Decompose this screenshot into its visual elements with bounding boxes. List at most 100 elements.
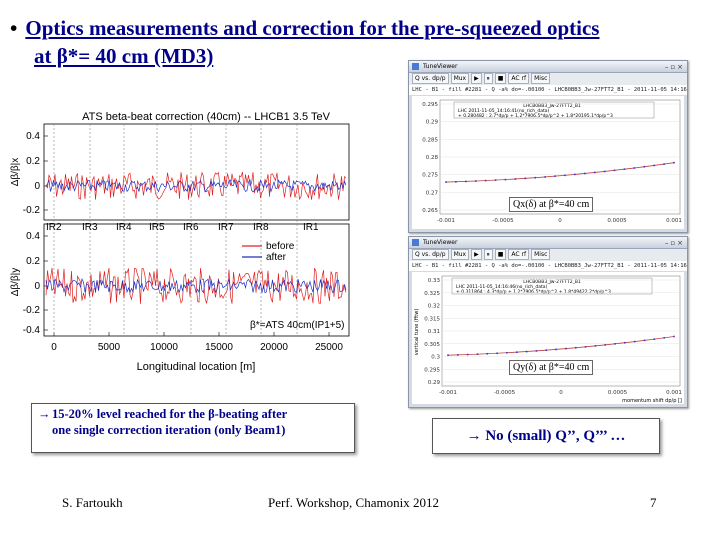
tune-x-point xyxy=(465,180,467,183)
bullet-right-text: No (small) Q’’, Q’’’ … xyxy=(485,428,626,444)
legend-after: after xyxy=(266,252,287,263)
tune-y-point xyxy=(614,343,616,345)
toolbar-mode-button[interactable]: Q vs. dp/p xyxy=(412,73,449,84)
tune-x-point xyxy=(593,171,596,174)
tune-x-point xyxy=(574,173,576,176)
window-controls-icon[interactable]: –▫× xyxy=(664,239,685,247)
tune-x-point xyxy=(583,172,586,175)
slide-title: • Optics measurements and correction for … xyxy=(10,14,710,70)
tune-x-point xyxy=(554,175,556,177)
tune-y-point xyxy=(506,351,508,354)
bullet-box-right: → No (small) Q’’, Q’’’ … xyxy=(432,418,660,454)
tune-y-ytick-label: 0.33 xyxy=(428,278,441,284)
tune-y-xtick-label: 0.0005 xyxy=(608,390,628,396)
window-y-titlebar[interactable]: TuneViewer –▫× xyxy=(409,237,687,249)
tune-y-point xyxy=(535,350,538,352)
ir-label: IR8 xyxy=(253,222,269,233)
tune-y-point xyxy=(565,347,567,350)
ylabel-top: Δβ/β|x xyxy=(10,158,21,187)
toolbar-misc-button[interactable]: Misc xyxy=(531,249,551,260)
tune-y-point xyxy=(447,354,449,356)
tune-x-svg: LHCB0BB3_Jw-27FTT2_B1 LHC 2011-11-05_14:… xyxy=(422,99,682,224)
tune-y-point xyxy=(643,339,646,342)
tune-y-xtick-label: -0.0005 xyxy=(494,390,516,396)
window-x-infobar: LHC - B1 - fill #2281 - Q -a% do=-.00100… xyxy=(409,85,687,95)
toolbar-acrf-button[interactable]: AC rf xyxy=(508,73,530,84)
pause-icon[interactable]: ⏸ xyxy=(483,73,493,84)
tune-x-ytick-label: 0.28 xyxy=(426,155,439,161)
pause-icon[interactable]: ⏸ xyxy=(483,249,493,260)
toolbar-mode-button[interactable]: Q vs. dp/p xyxy=(412,249,449,260)
window-x-titlebar[interactable]: TuneViewer –▫× xyxy=(409,61,687,73)
tune-y-point xyxy=(653,338,656,340)
tune-x-ytick-label: 0.285 xyxy=(422,137,438,143)
top-after-trace xyxy=(45,178,347,193)
tune-y-ytick-label: 0.3 xyxy=(431,355,440,361)
tuneviewer-window-x: TuneViewer –▫× Q vs. dp/p Mux ▶ ⏸ ■ AC rf Misc… xyxy=(408,60,688,233)
toolbar-mux-button[interactable]: Mux xyxy=(450,249,470,260)
footer-page: 7 xyxy=(650,495,657,510)
tune-y-point xyxy=(633,340,636,343)
stop-icon[interactable]: ■ xyxy=(494,249,507,260)
tune-y-point xyxy=(673,335,675,338)
arrow-icon: → xyxy=(38,407,51,421)
arrow-icon: → xyxy=(466,428,482,444)
tune-x-point xyxy=(484,179,487,182)
window-y-title: TuneViewer xyxy=(423,239,458,246)
window-y-infobar: LHC - B1 - fill #2281 - Q -a% do=-.00100… xyxy=(409,261,687,271)
xtick-label: 10000 xyxy=(150,342,178,353)
bottom-after-trace xyxy=(45,277,347,294)
tune-x-legend xyxy=(453,101,655,119)
tune-x-point xyxy=(623,168,626,170)
tune-x-ytick-label: 0.295 xyxy=(422,102,438,108)
toolbar-mux-button[interactable]: Mux xyxy=(450,73,470,84)
bullet-left-line2: one single correction iteration (only Be… xyxy=(52,423,286,437)
window-y-toolbar: Q vs. dp/p Mux ▶ ⏸ ■ AC rf Misc xyxy=(409,249,687,261)
toolbar-misc-button[interactable]: Misc xyxy=(531,73,551,84)
stop-icon[interactable]: ■ xyxy=(494,73,507,84)
tune-x-ytick-label: 0.275 xyxy=(422,173,438,179)
top-ytick-label: 0.4 xyxy=(26,131,40,142)
tune-y-point xyxy=(515,351,518,353)
tune-y-point xyxy=(663,337,665,339)
bottom-panel-frame xyxy=(43,223,350,337)
ir-label: IR1 xyxy=(303,222,319,233)
tune-y-ytick-label: 0.305 xyxy=(424,342,440,348)
bottom-ytick-label: -0.2 xyxy=(23,305,41,316)
tune-x-ytick-label: 0.29 xyxy=(426,120,439,126)
tune-y-point xyxy=(584,346,587,348)
tune-y-point xyxy=(476,353,479,356)
title-line1: Optics measurements and correction for t… xyxy=(25,16,600,40)
tune-x-caption: Qx(δ) at β*=40 cm xyxy=(509,197,594,212)
tune-x-point xyxy=(534,176,537,179)
tune-x-point xyxy=(494,179,497,181)
play-icon[interactable]: ▶ xyxy=(471,249,482,260)
tune-y-ytick-label: 0.31 xyxy=(428,329,440,335)
xtick-label: 5000 xyxy=(98,342,121,353)
bullet-left-line1: 15-20% level reached for the β-beating a… xyxy=(52,407,288,421)
bullet-box-left: → 15-20% level reached for the β-beating … xyxy=(31,403,355,453)
ir-label: IR2 xyxy=(46,222,62,233)
top-ytick-label: -0.2 xyxy=(23,205,41,216)
beta-beat-plot: ATS beta-beat correction (40cm) -- LHCB1… xyxy=(6,106,406,376)
bottom-ytick-label: -0.4 xyxy=(23,325,41,336)
title-line2: at β*= 40 cm (MD3) xyxy=(34,44,214,68)
tune-x-xtick-label: -0.0005 xyxy=(492,218,514,224)
tune-x-xtick-label: 0.001 xyxy=(666,218,682,224)
tune-x-xtick-label: 0.0005 xyxy=(607,218,627,224)
xtick-label: 20000 xyxy=(260,342,288,353)
tune-y-point xyxy=(545,349,548,351)
tune-y-fit-line xyxy=(447,336,675,356)
ir-label: IR4 xyxy=(116,222,132,233)
tune-y-svg: LHCB0BB3_Jw-27FTT2_B1 LHC 2011-11-05_14:… xyxy=(414,275,682,404)
tune-x-point xyxy=(524,177,527,180)
top-before-trace xyxy=(45,171,347,201)
window-controls-icon[interactable]: –▫× xyxy=(664,63,685,71)
tune-y-point xyxy=(496,352,498,355)
xtick-label: 15000 xyxy=(205,342,233,353)
beta-beat-svg: ATS beta-beat correction (40cm) -- LHCB1… xyxy=(10,111,350,373)
play-icon[interactable]: ▶ xyxy=(471,73,482,84)
tune-y-xlabel: momentum shift dp/p [] xyxy=(622,398,682,404)
tune-x-point xyxy=(564,174,566,177)
toolbar-acrf-button[interactable]: AC rf xyxy=(508,249,530,260)
